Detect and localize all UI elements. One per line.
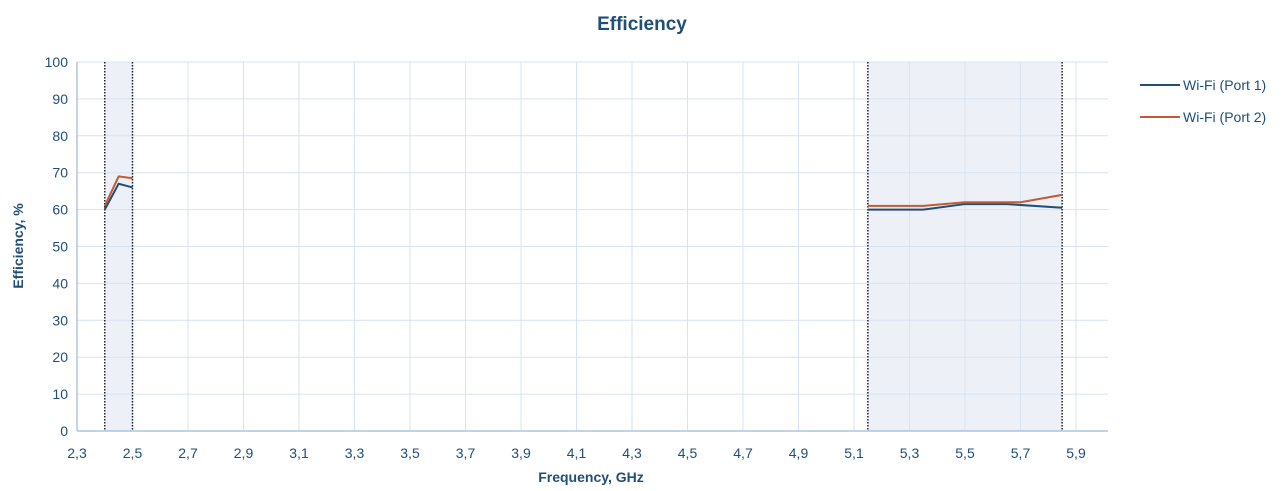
- x-tick-label: 3,9: [511, 445, 531, 461]
- x-tick-label: 3,1: [289, 445, 309, 461]
- x-tick-label: 2,7: [178, 445, 198, 461]
- y-tick-label: 50: [52, 239, 68, 255]
- x-tick-label: 5,9: [1066, 445, 1086, 461]
- legend: Wi-Fi (Port 1) Wi-Fi (Port 2): [1140, 77, 1266, 125]
- series-2-line-segment-1: [103, 175, 133, 207]
- chart-title: Efficiency: [597, 14, 687, 35]
- x-tick-label: 4,1: [567, 445, 587, 461]
- series-lines: [103, 175, 1063, 211]
- y-tick-label: 0: [60, 423, 68, 439]
- y-tick-label: 10: [52, 386, 68, 402]
- x-tick-label: 5,5: [955, 445, 975, 461]
- y-tick-label: 40: [52, 275, 68, 291]
- x-tick-label: 2,5: [123, 445, 143, 461]
- legend-label-1: Wi-Fi (Port 1): [1183, 77, 1266, 93]
- x-tick-label: 3,7: [456, 445, 476, 461]
- grid-lines: [76, 61, 1108, 432]
- x-tick-label: 4,7: [733, 445, 753, 461]
- x-tick-label: 4,3: [622, 445, 642, 461]
- x-tick-label: 4,5: [678, 445, 698, 461]
- y-tick-label: 30: [52, 312, 68, 328]
- series-1-line-segment-2: [867, 203, 1063, 211]
- series-1-line-segment-1: [103, 182, 133, 211]
- x-tick-label: 3,5: [400, 445, 420, 461]
- y-tick-label: 90: [52, 91, 68, 107]
- axis-ticks: 2,3 2,5 2,7 2,9 3,1 3,3 3,5 3,7 3,9 4,1 4,3 4,5 4,7 4…: [45, 54, 1086, 461]
- x-tick-label: 5,1: [844, 445, 864, 461]
- legend-label-2: Wi-Fi (Port 2): [1183, 109, 1266, 125]
- y-axis-label: Efficiency, %: [10, 203, 26, 289]
- y-tick-label: 100: [45, 54, 69, 70]
- x-tick-label: 2,3: [67, 445, 87, 461]
- y-tick-label: 20: [52, 349, 68, 365]
- x-tick-label: 5,7: [1011, 445, 1031, 461]
- x-tick-label: 5,3: [900, 445, 920, 461]
- x-axis-label: Frequency, GHz: [538, 469, 644, 485]
- y-tick-label: 80: [52, 128, 68, 144]
- band-borders: [104, 62, 1063, 431]
- x-tick-label: 2,9: [234, 445, 254, 461]
- x-tick-label: 3,3: [345, 445, 365, 461]
- x-tick-label: 4,9: [789, 445, 809, 461]
- y-tick-label: 70: [52, 165, 68, 181]
- y-tick-label: 60: [52, 202, 68, 218]
- series-2-line-segment-2: [867, 193, 1063, 207]
